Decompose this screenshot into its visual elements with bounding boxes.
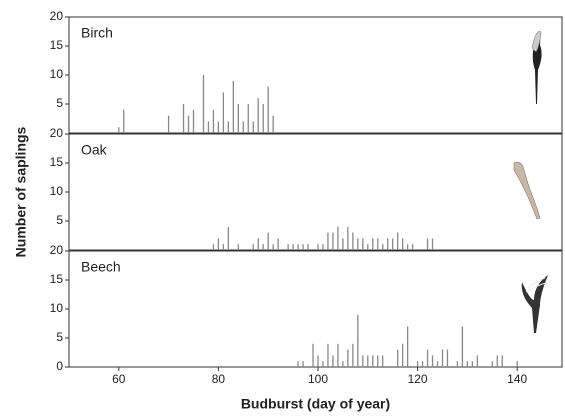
oak-icon <box>513 162 541 220</box>
x-tick-label: 120 <box>408 372 428 386</box>
birch-icon <box>531 31 542 104</box>
y-tick-label: 10 <box>50 184 64 198</box>
beech-icon <box>521 275 548 333</box>
y-tick-label: 20 <box>50 126 64 140</box>
y-tick-label: 20 <box>50 9 64 23</box>
y-tick-label: 10 <box>50 67 64 81</box>
panel-title: Birch <box>81 25 113 41</box>
y-tick-label: 15 <box>50 155 64 169</box>
y-tick-label: 10 <box>50 301 64 315</box>
x-tick-label: 140 <box>507 372 527 386</box>
y-axis-label: Number of saplings <box>13 126 29 257</box>
y-tick-label: 15 <box>50 38 64 52</box>
y-tick-label: 5 <box>56 96 63 110</box>
y-tick-label: 5 <box>56 330 63 344</box>
panel-frame <box>68 16 563 134</box>
x-tick-label: 100 <box>308 372 328 386</box>
x-tick-label: 60 <box>112 372 126 386</box>
y-tick-label: 5 <box>56 213 63 227</box>
y-tick-label: 0 <box>56 359 63 373</box>
panel-frame <box>68 133 563 251</box>
panel-frame <box>68 250 563 368</box>
x-axis-label: Budburst (day of year) <box>241 396 390 412</box>
x-tick-label: 80 <box>212 372 226 386</box>
panel-title: Oak <box>81 142 108 158</box>
y-tick-label: 15 <box>50 272 64 286</box>
y-tick-label: 20 <box>50 243 64 257</box>
panel-title: Beech <box>81 259 121 275</box>
